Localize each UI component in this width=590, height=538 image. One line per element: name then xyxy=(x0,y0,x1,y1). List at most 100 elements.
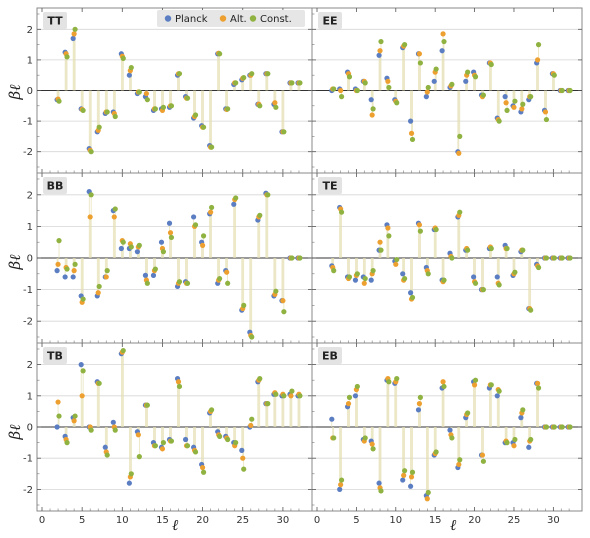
x-axis-label-left: ℓ xyxy=(172,516,178,534)
data-point-planck xyxy=(352,393,359,399)
data-point-planck xyxy=(54,268,60,274)
data-point-const xyxy=(512,436,518,443)
data-point-const xyxy=(128,471,134,477)
data-point-alt xyxy=(511,104,517,110)
data-point-const xyxy=(402,275,408,282)
data-point-const xyxy=(217,433,223,439)
data-point-const xyxy=(233,440,239,446)
data-point-const xyxy=(200,469,207,475)
data-point-const xyxy=(152,443,158,449)
data-point-const xyxy=(496,388,502,394)
data-point-const xyxy=(338,209,345,215)
data-point-const xyxy=(64,440,70,446)
data-point-planck xyxy=(400,271,406,277)
data-point-const xyxy=(120,347,126,354)
data-point-const xyxy=(394,376,400,382)
data-point-const xyxy=(409,136,416,143)
x-tick-label: 5 xyxy=(79,515,85,526)
legend-label-alt: Alt. xyxy=(230,14,247,25)
data-point-planck xyxy=(400,477,406,483)
y-axis-label-middle: βℓ xyxy=(6,255,24,271)
data-point-const xyxy=(72,413,78,419)
data-point-alt xyxy=(135,432,141,438)
data-point-planck xyxy=(126,72,132,78)
y-tick-label: -1 xyxy=(23,117,33,128)
data-point-const xyxy=(80,107,86,113)
panel-ee: EE xyxy=(311,7,583,174)
data-point-const xyxy=(273,104,279,110)
data-point-const xyxy=(543,255,550,261)
data-point-const xyxy=(496,118,502,124)
data-point-const xyxy=(144,97,150,103)
data-point-const xyxy=(56,413,62,419)
x-tick-label: 0 xyxy=(314,515,320,526)
data-point-planck xyxy=(126,480,132,486)
data-point-const xyxy=(176,71,183,77)
data-point-const xyxy=(449,81,455,87)
data-point-const xyxy=(225,436,231,443)
data-point-const xyxy=(209,204,215,211)
panel-title: TE xyxy=(322,180,337,193)
data-point-alt xyxy=(440,31,446,37)
data-point-alt xyxy=(159,446,166,452)
data-point-alt xyxy=(456,461,462,468)
data-point-const xyxy=(88,149,94,155)
data-point-alt xyxy=(408,474,415,480)
data-point-planck xyxy=(78,362,84,368)
data-point-planck xyxy=(239,447,245,453)
data-point-const xyxy=(120,239,126,245)
data-point-const xyxy=(265,71,271,77)
data-point-const xyxy=(559,255,565,261)
data-point-const xyxy=(567,255,573,261)
data-point-const xyxy=(378,247,384,253)
data-point-alt xyxy=(479,452,486,458)
data-point-const xyxy=(160,440,167,446)
data-point-const xyxy=(504,245,510,252)
y-axis-label-bottom: βℓ xyxy=(6,425,24,441)
y-axis-label-top: βℓ xyxy=(6,85,24,101)
data-point-const xyxy=(96,124,102,130)
data-point-const xyxy=(559,424,565,430)
data-point-planck xyxy=(502,94,508,100)
data-point-const xyxy=(331,435,337,441)
data-point-const xyxy=(56,238,62,244)
data-point-const xyxy=(289,388,295,394)
data-point-alt xyxy=(519,106,525,112)
data-point-const xyxy=(88,427,94,433)
y-tick-label: 0 xyxy=(27,86,33,97)
data-point-planck xyxy=(415,407,422,413)
data-point-alt xyxy=(87,214,93,220)
data-point-const xyxy=(192,112,199,118)
data-point-planck xyxy=(368,97,374,103)
data-point-const xyxy=(249,416,255,422)
data-point-const xyxy=(192,222,199,228)
data-point-const xyxy=(152,266,158,272)
y-tick-label: -2 xyxy=(23,317,33,328)
data-point-const xyxy=(233,195,239,201)
legend-label-planck: Planck xyxy=(175,14,208,25)
data-point-planck xyxy=(182,436,189,443)
panel-title-box xyxy=(43,347,67,364)
data-point-const xyxy=(465,410,471,416)
data-point-const xyxy=(257,103,263,109)
data-point-const xyxy=(289,80,295,86)
data-point-alt xyxy=(416,222,423,228)
data-point-const xyxy=(273,288,279,294)
data-point-planck xyxy=(54,424,60,430)
panel-title-box xyxy=(318,12,342,29)
data-point-alt xyxy=(240,455,246,461)
data-point-alt xyxy=(345,401,352,407)
data-point-const xyxy=(338,477,345,483)
data-point-const xyxy=(160,104,167,110)
data-point-planck xyxy=(439,48,445,54)
data-point-planck xyxy=(329,416,335,422)
x-tick-label: 20 xyxy=(196,515,209,526)
data-point-planck xyxy=(368,277,374,283)
data-point-const xyxy=(551,72,557,78)
data-point-alt xyxy=(424,496,430,502)
data-point-const xyxy=(449,255,455,261)
panel-te: TE xyxy=(311,172,583,344)
data-point-const xyxy=(409,469,416,475)
